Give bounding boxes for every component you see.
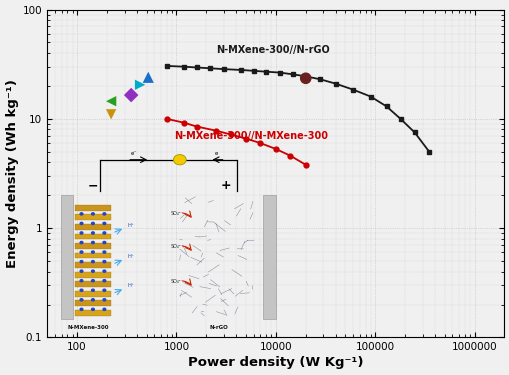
Point <box>136 82 144 88</box>
Point <box>127 92 135 98</box>
Y-axis label: Energy density (Wh kg⁻¹): Energy density (Wh kg⁻¹) <box>6 79 18 268</box>
X-axis label: Power density (W Kg⁻¹): Power density (W Kg⁻¹) <box>188 357 363 369</box>
Text: N-MXene-300//N-MXene-300: N-MXene-300//N-MXene-300 <box>174 130 328 141</box>
Point <box>107 111 115 117</box>
Text: N-MXene-300//N-rGO: N-MXene-300//N-rGO <box>216 45 329 56</box>
Point <box>107 98 115 104</box>
Point <box>301 75 309 81</box>
Point <box>144 74 152 80</box>
